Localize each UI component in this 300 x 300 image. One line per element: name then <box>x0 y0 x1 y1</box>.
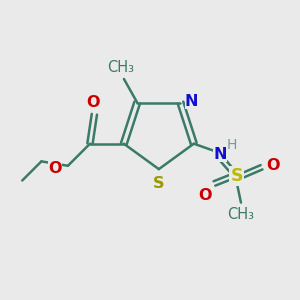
Text: O: O <box>198 188 211 203</box>
Text: N: N <box>214 146 227 161</box>
Text: CH₃: CH₃ <box>227 207 254 222</box>
Text: CH₃: CH₃ <box>107 60 134 75</box>
Text: H: H <box>227 138 237 152</box>
Text: S: S <box>230 167 243 185</box>
Text: O: O <box>266 158 280 173</box>
Text: N: N <box>185 94 198 109</box>
Text: O: O <box>86 95 100 110</box>
Text: S: S <box>153 176 165 191</box>
Text: O: O <box>49 161 62 176</box>
